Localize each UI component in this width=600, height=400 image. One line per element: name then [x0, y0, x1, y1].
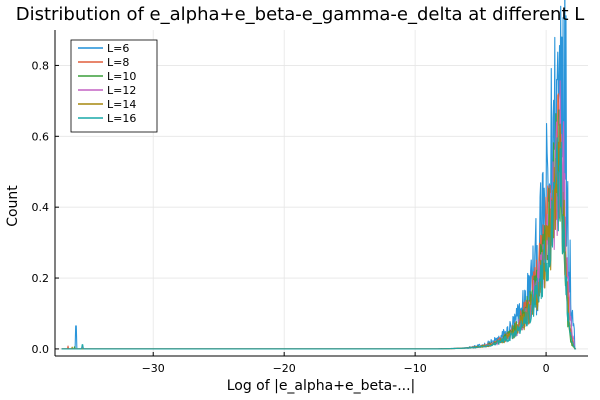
- legend-label: L=6: [107, 42, 129, 55]
- x-tick-label: −30: [142, 362, 165, 375]
- series-line-l-16: [61, 137, 577, 350]
- series-layer: [61, 0, 577, 350]
- y-axis-label: Count: [5, 185, 21, 227]
- axes: [54, 30, 588, 357]
- x-tick-label: 0: [543, 362, 550, 375]
- legend-label: L=10: [107, 70, 136, 83]
- legend-label: L=16: [107, 112, 136, 125]
- y-tick-label: 0.8: [32, 59, 50, 72]
- y-tick-label: 0.0: [32, 343, 50, 356]
- y-tick-label: 0.6: [32, 130, 50, 143]
- legend-items: L=6L=8L=10L=12L=14L=16: [78, 42, 136, 125]
- x-tick-label: −10: [404, 362, 427, 375]
- y-tick-label: 0.4: [32, 201, 50, 214]
- y-tick-label: 0.2: [32, 272, 50, 285]
- chart-title: Distribution of e_alpha+e_beta-e_gamma-e…: [16, 4, 585, 25]
- legend: L=6L=8L=10L=12L=14L=16: [70, 39, 158, 133]
- ticks: −30 −20 −10 0 0.0 0.2 0.4 0.6 0.8: [32, 59, 550, 375]
- legend-label: L=14: [107, 98, 136, 111]
- legend-label: L=12: [107, 84, 136, 97]
- legend-box: [70, 39, 158, 133]
- x-axis-label: Log of |e_alpha+e_beta-...|: [227, 378, 416, 394]
- x-tick-label: −20: [273, 362, 296, 375]
- legend-label: L=8: [107, 56, 129, 69]
